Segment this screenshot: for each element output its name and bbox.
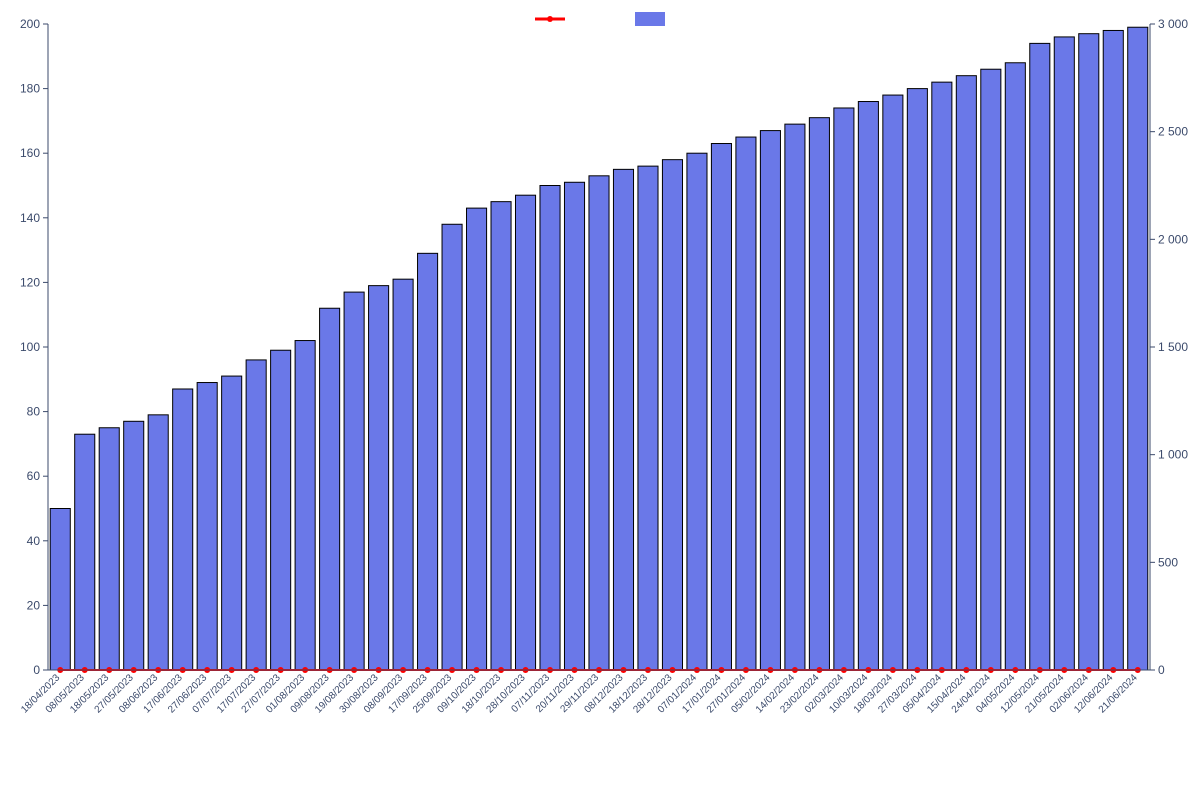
bar [197, 383, 217, 670]
bar [148, 415, 168, 670]
bar [711, 144, 731, 670]
bar [858, 102, 878, 670]
bar [173, 389, 193, 670]
bar [344, 292, 364, 670]
y-right-tick-label: 2 000 [1158, 232, 1188, 246]
bar [956, 76, 976, 670]
y-right-tick-label: 0 [1158, 663, 1165, 677]
bar [760, 131, 780, 670]
y-left-tick-label: 60 [27, 469, 41, 483]
bar [320, 308, 340, 670]
bar [834, 108, 854, 670]
bar [1054, 37, 1074, 670]
bar [418, 253, 438, 670]
y-left-tick-label: 100 [20, 340, 40, 354]
bar [491, 202, 511, 670]
bar [393, 279, 413, 670]
bar [99, 428, 119, 670]
bar [687, 153, 707, 670]
y-right-tick-label: 3 000 [1158, 17, 1188, 31]
bar [540, 186, 560, 671]
bar [246, 360, 266, 670]
bar [467, 208, 487, 670]
y-left-tick-label: 140 [20, 211, 40, 225]
y-left-tick-label: 20 [27, 598, 41, 612]
bar [1128, 27, 1148, 670]
bar [662, 160, 682, 670]
legend-rect-swatch [635, 12, 665, 26]
bar [1079, 34, 1099, 670]
y-left-tick-label: 40 [27, 534, 41, 548]
y-right-tick-label: 2 500 [1158, 125, 1188, 139]
bar [785, 124, 805, 670]
bar [907, 89, 927, 670]
bar [981, 69, 1001, 670]
y-left-tick-label: 0 [33, 663, 40, 677]
bar [638, 166, 658, 670]
bar [809, 118, 829, 670]
y-left-tick-label: 160 [20, 146, 40, 160]
y-right-tick-label: 500 [1158, 555, 1178, 569]
bar [369, 286, 389, 670]
bar [75, 434, 95, 670]
bar [124, 421, 144, 670]
bar [222, 376, 242, 670]
y-right-tick-label: 1 500 [1158, 340, 1188, 354]
bar [932, 82, 952, 670]
bar [442, 224, 462, 670]
bar [564, 182, 584, 670]
bar [1103, 30, 1123, 670]
y-left-tick-label: 120 [20, 275, 40, 289]
bar [515, 195, 535, 670]
y-left-tick-label: 180 [20, 82, 40, 96]
y-right-tick-label: 1 000 [1158, 448, 1188, 462]
bar [1030, 43, 1050, 670]
y-left-tick-label: 80 [27, 405, 41, 419]
bar [736, 137, 756, 670]
legend-line-marker [547, 16, 553, 22]
bar [50, 509, 70, 671]
bar [589, 176, 609, 670]
bar [1005, 63, 1025, 670]
bar [271, 350, 291, 670]
dual-axis-bar-chart: 0 20 40 60 80 100 120 140 160 180 200 0 500 1 000 1 50… [0, 0, 1200, 800]
bar [883, 95, 903, 670]
bar [613, 169, 633, 670]
y-left-tick-label: 200 [20, 17, 40, 31]
bar [295, 341, 315, 670]
